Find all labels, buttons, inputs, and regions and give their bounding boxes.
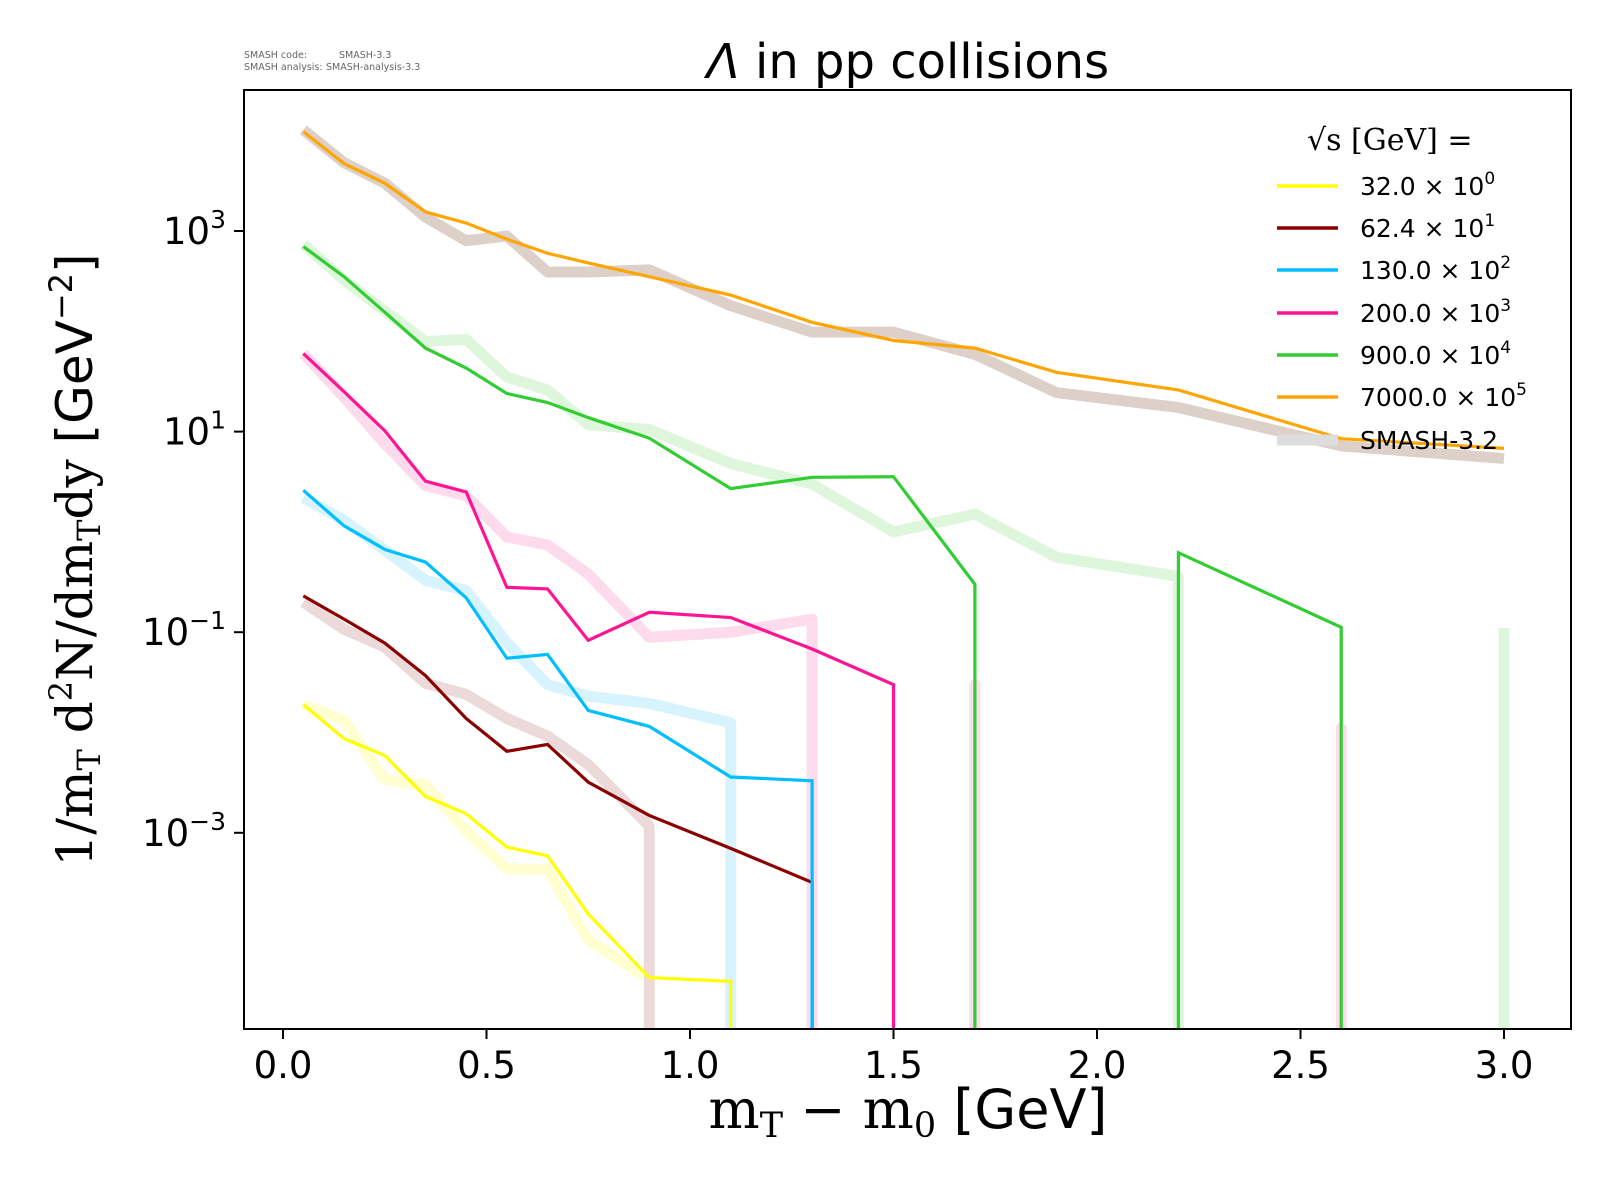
legend-label-exponent: 2 (1500, 253, 1511, 273)
legend-items: 32.0 × 100 62.4 × 101 130.0 × 102 200.0 × 1… (1277, 169, 1527, 455)
legend: √s [GeV] = 32.0 × 100 62.4 × 101 130.0 × 1… (1277, 123, 1527, 455)
legend-item: 32.0 × 100 (1277, 169, 1495, 201)
y-tick-exponent: −3 (189, 807, 226, 836)
legend-item: 900.0 × 104 (1277, 338, 1511, 370)
plot-frame (243, 89, 1572, 1030)
legend-label: 130.0 × 102 (1360, 253, 1511, 285)
legend-label-exponent: 3 (1500, 296, 1511, 316)
legend-label-base: 7000.0 × 10 (1360, 383, 1516, 412)
y-tick-exponent: −1 (189, 606, 226, 635)
x-tick-label: 0.0 (254, 1044, 313, 1087)
y-tick-exponent: 3 (210, 205, 226, 234)
smash-3-2-band-5 (299, 125, 1505, 464)
legend-label-exponent: 0 (1484, 169, 1495, 189)
legend-label: 7000.0 × 105 (1360, 380, 1527, 412)
title-symbol: Λ (703, 34, 740, 90)
code-value: SMASH-3.3 (339, 50, 391, 61)
legend-label-base: 200.0 × 10 (1360, 299, 1500, 328)
y-axis-label: 1/mT d2N/dmTdy [GeV−2] (42, 253, 108, 866)
analysis-value: SMASH-analysis-3.3 (326, 62, 420, 73)
legend-label: SMASH-3.2 (1360, 426, 1498, 455)
x-tick-label: 3.0 (1475, 1044, 1534, 1087)
legend-label: 900.0 × 104 (1360, 338, 1511, 370)
series-line-3 (302, 352, 896, 1029)
legend-item: 7000.0 × 105 (1277, 380, 1527, 412)
series-line-2 (302, 489, 814, 1029)
y-tick-label: 103 (163, 205, 226, 253)
legend-item: 200.0 × 103 (1277, 296, 1511, 328)
legend-label-exponent: 5 (1516, 380, 1527, 400)
legend-item: 62.4 × 101 (1277, 211, 1495, 243)
legend-title: √s [GeV] = (1307, 123, 1473, 158)
legend-label-exponent: 4 (1500, 338, 1511, 358)
y-tick-base: 10 (163, 411, 210, 454)
legend-label-base: 62.4 × 10 (1360, 214, 1484, 243)
legend-label: 200.0 × 103 (1360, 296, 1511, 328)
series-lines (302, 130, 1505, 1029)
series-line-0 (302, 703, 733, 1029)
y-tick-base: 10 (163, 210, 210, 253)
x-tick-label: 1.0 (661, 1044, 720, 1087)
x-axis: 0.0 0.5 1.0 1.5 2.0 2.5 3.0 (254, 1029, 1534, 1087)
y-tick-base: 10 (142, 611, 189, 654)
x-tick-label: 1.5 (864, 1044, 923, 1087)
y-tick-label: 101 (163, 406, 226, 454)
legend-label-base: 900.0 × 10 (1360, 341, 1500, 370)
y-tick-label: 10−3 (142, 807, 226, 855)
x-tick-label: 2.5 (1271, 1044, 1330, 1087)
y-tick-exponent: 1 (210, 406, 226, 435)
x-axis-label: mT − m0 [GeV] (709, 1078, 1108, 1146)
series-line-5 (302, 130, 1505, 450)
title-text: in pp collisions (740, 34, 1109, 90)
series-line-4 (302, 245, 1343, 1029)
smash-3-2-band-0 (301, 699, 655, 1029)
y-tick-base: 10 (142, 812, 189, 855)
legend-label-exponent: 1 (1484, 211, 1495, 231)
legend-label: 62.4 × 101 (1360, 211, 1495, 243)
series-line-1 (302, 594, 814, 1029)
chart-title: Λ in pp collisions (703, 34, 1109, 90)
legend-item: 130.0 × 102 (1277, 253, 1511, 285)
x-tick-label: 0.5 (457, 1044, 516, 1087)
legend-label-base: 130.0 × 10 (1360, 256, 1500, 285)
smash-version-info: SMASH code: SMASH-3.3 SMASH analysis: SM… (244, 50, 420, 73)
code-label: SMASH code: (244, 50, 307, 61)
x-tick-label: 2.0 (1068, 1044, 1127, 1087)
analysis-label: SMASH analysis: (244, 62, 323, 73)
legend-item-reference: SMASH-3.2 (1277, 426, 1498, 455)
legend-label-base: 32.0 × 10 (1360, 172, 1484, 201)
y-tick-label: 10−1 (142, 606, 226, 654)
sqrt-s-symbol: √s [GeV] = (1307, 123, 1473, 158)
legend-label: 32.0 × 100 (1360, 169, 1495, 201)
